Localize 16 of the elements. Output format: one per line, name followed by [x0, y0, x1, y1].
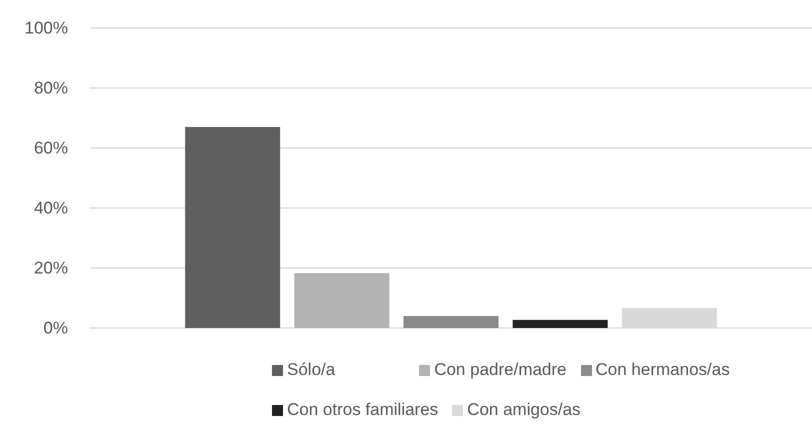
legend-label: Con padre/madre [434, 360, 567, 380]
y-tick-label: 20% [34, 258, 68, 278]
y-tick-label: 40% [34, 198, 68, 218]
legend-label: Con hermanos/as [596, 360, 730, 380]
legend-label: Con otros familiares [287, 400, 438, 420]
y-tick-label: 80% [34, 78, 68, 98]
bar [404, 316, 498, 328]
bar [622, 308, 717, 328]
y-tick-label: 100% [24, 18, 68, 38]
bar [185, 127, 280, 328]
y-tick-label: 60% [34, 138, 68, 158]
bar [294, 273, 390, 328]
y-tick-label: 0% [43, 318, 68, 338]
legend-label: Con amigos/as [467, 400, 581, 420]
legend-label: Sólo/a [287, 360, 336, 380]
bar [512, 320, 608, 328]
